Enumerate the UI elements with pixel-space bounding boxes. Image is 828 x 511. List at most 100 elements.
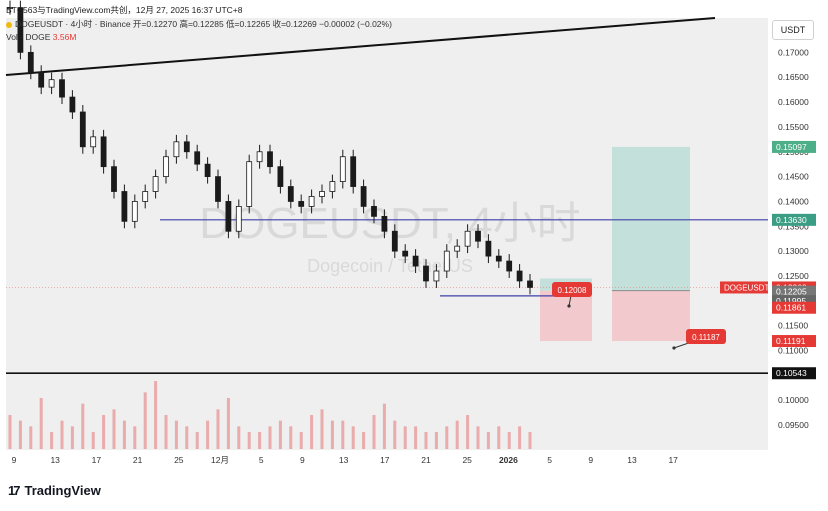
candle-body — [350, 156, 357, 187]
volume-bar — [351, 426, 355, 449]
candle-body — [48, 79, 55, 88]
volume-bar — [466, 415, 470, 449]
volume-bar — [403, 426, 407, 449]
watermark-title: DOGEUSDT, 4小时 — [199, 199, 580, 248]
candle-body — [339, 156, 346, 182]
symbol-tag-bg — [720, 281, 768, 294]
candle-body — [215, 176, 221, 202]
stop-zone — [540, 290, 592, 342]
target-price-badge: 0.15097 — [776, 142, 807, 152]
x-tick-label: 9 — [588, 455, 593, 465]
entry-price-badge-bg — [772, 285, 816, 298]
callout-anchor — [672, 346, 676, 350]
volume-bar — [258, 432, 262, 449]
x-tick-label: 13 — [627, 455, 637, 465]
volume-bar — [50, 432, 54, 449]
x-tick-label: 13 — [50, 455, 60, 465]
candle-body — [267, 151, 273, 168]
price-badge: 0.11861 — [776, 303, 806, 313]
candle-body — [391, 230, 398, 252]
volume-bar — [81, 403, 85, 449]
callout-box — [552, 282, 592, 297]
volume-bar — [133, 426, 137, 449]
symbol-ohlc: DOGEUSDT · 4小时 · Binance 开=0.12270 高=0.1… — [15, 19, 392, 29]
candle-body — [443, 250, 450, 272]
candle-body — [163, 156, 169, 177]
y-tick-label: 0.13500 — [778, 221, 809, 231]
y-tick-label: 0.09500 — [778, 420, 809, 430]
volume-bar — [372, 415, 376, 449]
volume-bar — [70, 426, 74, 449]
candle-body — [256, 151, 263, 163]
candle-body — [360, 186, 367, 207]
candle-body — [17, 7, 24, 53]
y-tick-label: 0.16000 — [778, 97, 809, 107]
symbol-tag: DOGEUSDT — [724, 283, 769, 292]
x-tick-label: 25 — [462, 455, 472, 465]
volume-bar — [102, 415, 106, 449]
volume-bar — [164, 415, 168, 449]
volume-bar — [174, 420, 178, 449]
price-axis — [770, 18, 828, 450]
callout-text: 0.12008 — [558, 286, 587, 295]
y-tick-label: 0.14500 — [778, 172, 809, 182]
volume-bar — [237, 426, 241, 449]
candle-body — [59, 79, 65, 98]
stop-price-badge-bg — [772, 335, 816, 348]
volume-bar — [434, 432, 438, 449]
y-tick-label: 0.11500 — [778, 321, 808, 331]
tradingview-mark-icon: 17 — [8, 483, 21, 498]
volume-bar — [320, 409, 324, 449]
x-tick-label: 21 — [133, 455, 143, 465]
entry-price-badge: 0.12205 — [776, 287, 807, 297]
volume-bar — [341, 420, 345, 449]
x-tick-label: 21 — [421, 455, 431, 465]
volume-bar — [278, 420, 282, 449]
candle-body — [194, 151, 201, 165]
y-tick-label: 0.15500 — [778, 122, 809, 132]
x-tick-label: 9 — [300, 455, 305, 465]
candle-body — [100, 136, 107, 168]
volume-bar — [39, 398, 43, 449]
volume-line: Vol · DOGE 3.56M — [6, 32, 392, 42]
volume-bar — [91, 432, 95, 449]
volume-bar — [528, 432, 532, 449]
x-tick-label: 17 — [92, 455, 102, 465]
volume-bar — [414, 426, 418, 449]
volume-bar — [60, 420, 64, 449]
tradingview-logo[interactable]: 17 TradingView — [8, 483, 101, 498]
candle-body — [308, 196, 315, 207]
candle-body — [371, 206, 377, 217]
volume-bar — [216, 409, 220, 449]
volume-bar — [154, 381, 158, 449]
volume-bar — [382, 403, 386, 449]
volume-bar — [206, 420, 210, 449]
volume-bar — [8, 415, 12, 449]
volume-bar — [112, 409, 116, 449]
volume-bar — [226, 398, 230, 449]
candle-body — [475, 230, 481, 242]
candle-body — [121, 191, 128, 222]
y-tick-label: 0.16500 — [778, 72, 809, 82]
y-tick-label: 0.13000 — [778, 246, 809, 256]
candle-body — [298, 201, 305, 207]
x-tick-label: 12月 — [211, 455, 229, 465]
x-tick-label: 5 — [259, 455, 264, 465]
currency-button[interactable]: USDT — [772, 20, 814, 40]
candle-body — [381, 215, 388, 232]
volume-bar — [299, 432, 303, 449]
volume-bar — [122, 420, 126, 449]
volume-bar — [330, 420, 334, 449]
level-price-badge: 0.13630 — [776, 215, 807, 225]
candle-body — [423, 265, 429, 282]
volume-bar — [445, 426, 449, 449]
x-tick-label: 17 — [668, 455, 678, 465]
candle-body — [246, 161, 253, 207]
volume-value: 3.56M — [52, 32, 77, 42]
candle-body — [506, 260, 513, 272]
y-tick-label: 0.11000 — [778, 346, 808, 356]
support-price-badge-bg — [772, 367, 816, 380]
volume-bar — [507, 432, 511, 449]
